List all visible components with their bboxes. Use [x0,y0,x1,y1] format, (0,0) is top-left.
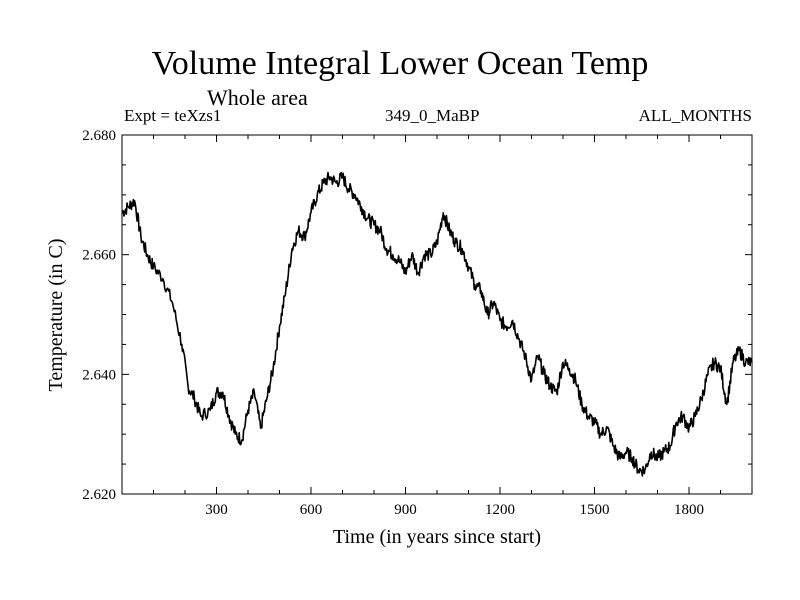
series-layer [121,171,753,477]
series-line-teXzs1 [121,171,753,477]
y-tick-label-2.620: 2.620 [82,487,116,503]
ticks-layer: 300 600 900 1200 1500 1800 2.620 2.640 2.660 2.68… [82,128,752,518]
y-tick-label-2.660: 2.660 [82,248,116,264]
chart-subtitle: Whole area [207,85,308,110]
x-tick-label-1500: 1500 [580,502,610,518]
period-label: 349_0_MaBP [385,106,480,125]
plot-frame [121,134,753,495]
x-axis-title: Time (in years since start) [332,526,542,548]
x-tick-label-1200: 1200 [485,502,515,518]
x-tick-label-900: 900 [394,502,417,518]
x-tick-label-1800: 1800 [674,502,704,518]
y-tick-label-2.640: 2.640 [82,367,116,383]
months-label: ALL_MONTHS [638,106,752,125]
x-tick-label-300: 300 [205,502,228,518]
experiment-label: Expt = teXzs1 [124,106,222,125]
y-axis-title: Temperature (in C) [45,238,67,392]
y-tick-label-2.680: 2.680 [82,128,116,144]
x-tick-label-600: 600 [300,502,323,518]
chart-title: Volume Integral Lower Ocean Temp [151,45,649,82]
